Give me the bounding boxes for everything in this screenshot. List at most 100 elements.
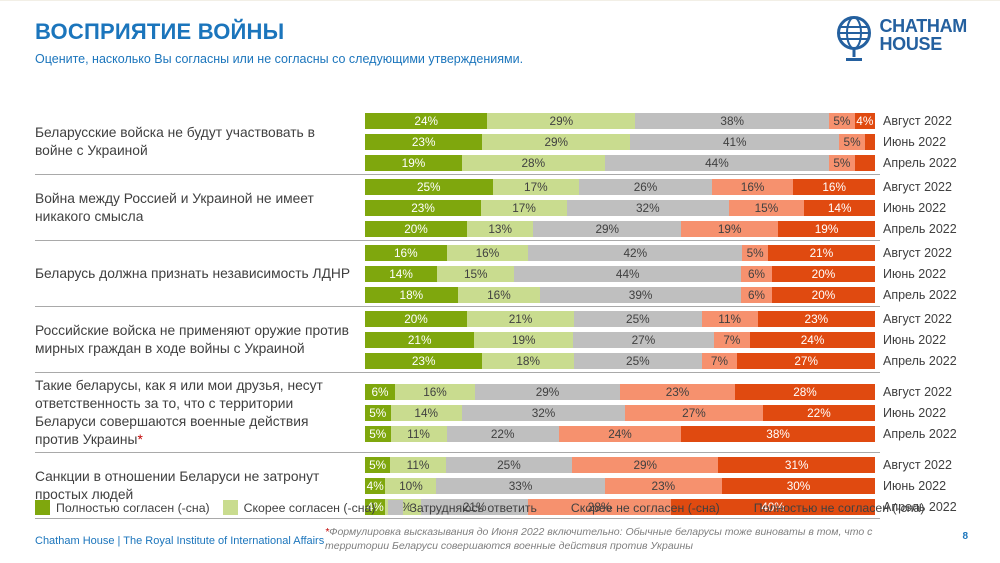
bar-segment-value: 23% — [651, 479, 676, 493]
globe-icon — [833, 14, 875, 67]
bar-segment: 5% — [742, 245, 768, 261]
bar-segment-value: 33% — [508, 479, 533, 493]
bar-row: 25% 17% 26% 16% 16% Август 2022 — [365, 179, 990, 195]
period-label: Август 2022 — [883, 312, 952, 326]
bar-row: 19% 28% 44% 5% Апрель 2022 — [365, 155, 990, 171]
statement-label: Беларусские войска не будут участвовать … — [35, 113, 365, 171]
period-label: Апрель 2022 — [883, 427, 957, 441]
bar-segment: 30% — [722, 478, 875, 494]
bar-segment-value: 14% — [389, 267, 413, 281]
bar-segment-value: 4% — [366, 500, 384, 514]
bar-segment: 23% — [757, 311, 875, 327]
bar-segment-value: 15% — [754, 201, 779, 215]
bar-row: 20% 21% 25% 11% 23% Август 2022 — [365, 311, 990, 327]
bar-segment-value: 7% — [723, 333, 741, 347]
statement-label: Война между Россией и Украиной не имеет … — [35, 179, 365, 237]
bar-segment: 11% — [390, 426, 447, 442]
bar-segment-value: 13% — [488, 222, 512, 236]
bar-segment-value: 21% — [809, 246, 834, 260]
bar-segment-value: 25% — [626, 312, 650, 326]
bar-segment-value: 38% — [766, 427, 790, 441]
bar-segment-value: 39% — [628, 288, 653, 302]
statement-label: Такие беларусы, как я или мои друзья, не… — [35, 377, 365, 449]
bar-segment: 18% — [365, 287, 458, 303]
period-label: Июнь 2022 — [883, 135, 947, 149]
bar-segment-value: 22% — [807, 406, 831, 420]
bar-segment-value: 20% — [811, 267, 836, 281]
bar-segment: 21% — [767, 245, 875, 261]
bar-segment-value: 19% — [401, 156, 426, 170]
bar-segment-value: 22% — [490, 427, 515, 441]
stacked-bar: 20% 21% 25% 11% 23% — [365, 311, 875, 327]
bar-segment-value: 29% — [633, 458, 658, 472]
page-subtitle: Оцените, насколько Вы согласны или не со… — [35, 52, 524, 66]
bar-segment-value: 31% — [784, 458, 809, 472]
bar-segment: 5% — [365, 405, 391, 421]
bar-segment: 38% — [635, 113, 830, 129]
legend-color-swatch — [35, 500, 50, 515]
group-divider — [35, 174, 880, 175]
bar-segment-value: 5% — [369, 427, 387, 441]
bar-segment: 7% — [713, 332, 751, 348]
bar-segment-value: 27% — [794, 354, 818, 368]
header: ВОСПРИЯТИЕ ВОЙНЫ Оцените, насколько Вы с… — [35, 19, 523, 66]
bar-segment: 40% — [671, 499, 875, 515]
stacked-bar: 23% 29% 41% 5% — [365, 134, 875, 150]
bar-segment-value: 25% — [416, 180, 441, 194]
bar-segment: 6% — [365, 384, 395, 400]
bar-segment: 33% — [436, 478, 605, 494]
bar-segment-value: 29% — [595, 222, 620, 236]
group-divider — [35, 240, 880, 241]
bar-segment-value: 14% — [827, 201, 852, 215]
bar-segment-value: 19% — [511, 333, 536, 347]
period-label: Июнь 2022 — [883, 333, 947, 347]
legend-color-swatch — [222, 500, 238, 515]
bar-row: 24% 29% 38% 5% 4% Август 2022 — [365, 113, 990, 129]
bar-row: 23% 17% 32% 15% 14% Июнь 2022 — [365, 200, 990, 216]
bar-segment: 16% — [457, 287, 541, 303]
bar-segment: 41% — [630, 134, 840, 150]
bar-segment: 14% — [390, 405, 462, 421]
bar-segment-value: 18% — [516, 354, 540, 368]
stacked-bar: 4% 10% 33% 23% 30% — [365, 478, 875, 494]
bar-segment-value: 23% — [411, 354, 436, 368]
period-label: Август 2022 — [883, 114, 952, 128]
bar-segment: 21% — [365, 332, 475, 348]
statement-label: Санкции в отношении Беларуси не затронут… — [35, 457, 365, 515]
bar-segment: 28% — [735, 384, 875, 400]
group-divider — [35, 518, 880, 519]
chart-group: Российские войска не применяют оружие пр… — [35, 307, 990, 372]
stacked-bar: 23% 17% 32% 15% 14% — [365, 200, 875, 216]
legend-label: Полностью согласен (-сна) — [56, 500, 210, 515]
bar-segment-value: 20% — [404, 312, 428, 326]
bar-segment-value: 5% — [833, 156, 851, 170]
bar-segment-value: 26% — [633, 180, 658, 194]
group-divider — [35, 306, 880, 307]
group-rows: 6% 16% 29% 23% 28% Август 2022 5% 14% 32% 27% 22% И… — [365, 377, 990, 449]
bar-segment: 44% — [514, 266, 742, 282]
legend-label: Скорее согласен (-сна) — [243, 500, 376, 515]
bar-row: 5% 14% 32% 27% 22% Июнь 2022 — [365, 405, 990, 421]
bar-segment-value: 23% — [411, 201, 435, 215]
bar-segment-value: 11% — [718, 312, 742, 326]
logo-line-1: CHATHAM — [879, 16, 967, 36]
bar-segment-value: 27% — [631, 333, 656, 347]
chart-group: Санкции в отношении Беларуси не затронут… — [35, 453, 990, 518]
stacked-bar-chart: Беларусские войска не будут участвовать … — [35, 109, 990, 519]
group-rows: 5% 11% 25% 29% 31% Август 2022 4% 10% 33% 23% 30% И… — [365, 457, 990, 515]
period-label: Июнь 2022 — [883, 201, 947, 215]
bar-segment-value: 20% — [811, 288, 836, 302]
stacked-bar: 5% 11% 25% 29% 31% — [365, 457, 875, 473]
footnote: *Формулировка высказывания до Июня 2022 … — [325, 525, 885, 553]
bar-segment: 27% — [625, 405, 763, 421]
bar-segment-value: 15% — [463, 267, 488, 281]
bar-segment: 26% — [579, 179, 712, 195]
bar-row: 14% 15% 44% 6% 20% Июнь 2022 — [365, 266, 990, 282]
statement-label: Беларусь должна признать независимость Л… — [35, 245, 365, 303]
bar-segment: 24% — [365, 113, 488, 129]
bar-segment: 19% — [681, 221, 779, 237]
bar-row: 20% 13% 29% 19% 19% Апрель 2022 — [365, 221, 990, 237]
bar-segment-value: 17% — [524, 180, 548, 194]
bar-segment-value: 20% — [404, 222, 428, 236]
statement-text: Российские войска не применяют оружие пр… — [35, 323, 349, 356]
